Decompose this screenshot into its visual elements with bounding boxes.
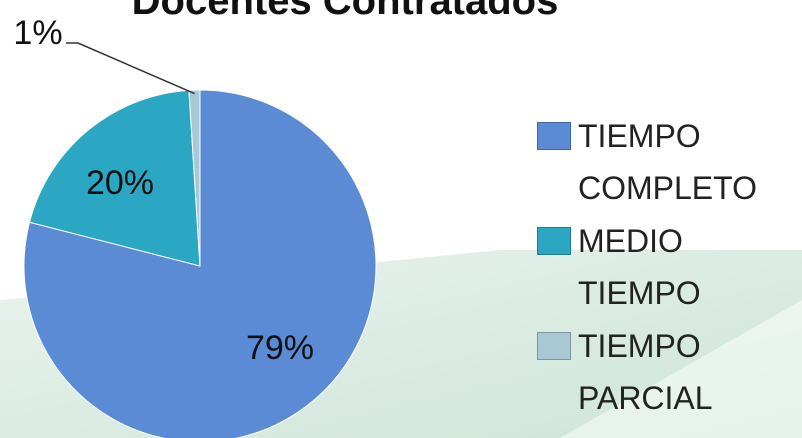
background-accent [560, 300, 802, 438]
legend-swatch [537, 332, 571, 360]
pie-slice [28, 89, 201, 267]
pie-slice [23, 89, 377, 438]
data-label: 79% [246, 329, 314, 367]
pie [23, 89, 377, 438]
chart-title: Docentes Contratados [132, 0, 559, 23]
leader-line [66, 42, 195, 95]
legend-label: TIEMPO COMPLETO [578, 118, 757, 206]
legend-swatch [537, 227, 571, 255]
legend-label: MEDIO TIEMPO [578, 223, 701, 311]
data-label: 1% [13, 14, 62, 52]
data-label: 20% [86, 164, 154, 202]
legend-swatch [537, 122, 571, 150]
legend-label: TIEMPO PARCIAL [578, 328, 713, 416]
